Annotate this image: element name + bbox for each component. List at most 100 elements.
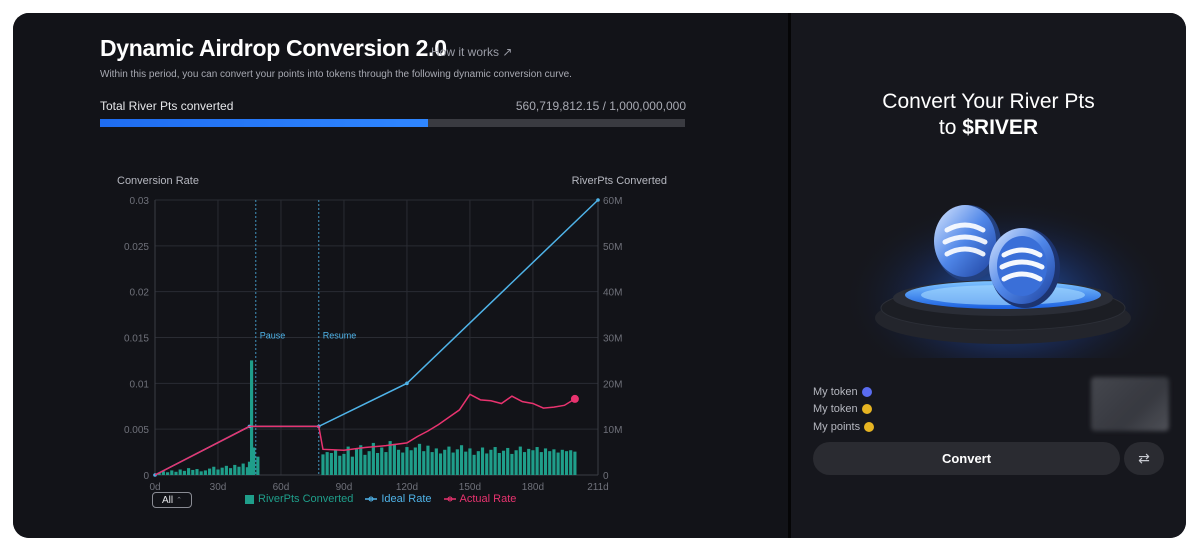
riverpts-bar [396,449,401,475]
chart-legend: RiverPts Converted Ideal Rate Actual Rat… [245,493,516,505]
riverpts-bar [199,471,203,475]
convert-button[interactable]: Convert [813,442,1120,475]
riverpts-bar [417,443,422,475]
riverpts-bar [252,447,256,475]
riverpts-bar [350,456,354,475]
annotation-label: Resume [323,330,357,340]
panel-divider [788,13,791,538]
page-title: Dynamic Airdrop Conversion 2.0 [100,35,447,61]
app-frame: Dynamic Airdrop Conversion 2.0 How it wo… [13,13,1186,538]
left-tick-label: 0.015 [124,334,149,345]
balance-label: My token [813,385,858,398]
right-tick-label: 60M [603,196,622,207]
riverpts-bar [338,455,342,475]
riverpts-bar [560,449,564,475]
left-tick-label: 0.025 [124,242,149,253]
riverpts-bar [401,452,405,475]
x-tick-label: 30d [210,482,227,493]
riverpts-bar [527,448,531,475]
right-tick-label: 40M [603,288,622,299]
riverpts-bar [464,451,468,475]
riverpts-bar [531,450,535,475]
riverpts-bar [493,447,497,475]
legend-item-riverpts[interactable]: RiverPts Converted [245,493,353,505]
right-tick-label: 20M [603,379,622,390]
left-tick-label: 0.02 [130,288,150,299]
x-tick-label: 120d [396,482,418,493]
riverpts-bar [220,467,224,475]
progress-label: Total River Pts converted [100,99,234,113]
riverpts-bar [191,469,195,475]
riverpts-bar [506,447,510,475]
conversion-chart-svg: Conversion Rate RiverPts Converted 0 0.005 0… [117,175,667,493]
riverpts-bar [325,452,329,475]
riverpts-bar [333,449,338,475]
riverpts-bar [459,445,464,475]
riverpts-bar [392,443,396,475]
points-coin-icon [864,421,875,432]
balance-row: My token [813,401,874,419]
how-it-works-link[interactable]: How it works ↗ [431,45,513,59]
riverpts-bar [247,461,252,475]
actual-rate-end-point [570,394,579,403]
riverpts-bar [426,445,430,475]
legend-item-actual[interactable]: Actual Rate [443,493,517,505]
x-tick-label: 60d [273,482,290,493]
range-select[interactable]: All ⌃ [152,492,192,508]
line-swatch-icon [365,496,378,502]
riverpts-bar [256,456,260,475]
convert-title-prefix: to [938,116,963,139]
coin-back-icon [934,205,1001,281]
x-tick-label: 0d [149,482,160,493]
riverpts-bar [552,449,556,475]
x-tick-label: 90d [336,482,353,493]
riverpts-bar [371,442,375,475]
riverpts-bar [203,470,207,475]
coin-front-icon [989,228,1060,308]
riverpts-bar [485,453,489,475]
legend-label-actual: Actual Rate [459,493,517,505]
riverpts-bar [212,466,216,475]
riverpts-bar [157,472,161,475]
riverpts-bar [573,451,577,475]
riverpts-bar [229,468,233,475]
riverpts-bar [548,451,552,475]
legend-item-ideal[interactable]: Ideal Rate [365,493,432,505]
riverpts-bar [434,448,438,475]
riverpts-bar [329,453,333,475]
progress-bar-fill [100,119,428,127]
riverpts-bar [384,452,388,475]
left-tick-label: 0.03 [130,196,150,207]
riverpts-bar [564,451,569,475]
progress-value: 560,719,812.15 / 1,000,000,000 [515,99,686,113]
riverpts-bar [380,447,384,475]
riverpts-bar [208,468,212,475]
gold-token-icon [861,404,872,415]
balance-row: My token [813,383,874,401]
page-subtitle: Within this period, you can convert your… [100,69,572,80]
x-tick-label: 211d [587,482,609,493]
balance-label: My token [813,403,858,416]
riverpts-bar [518,446,522,475]
left-tick-label: 0.005 [124,425,149,436]
hidden-balances [1091,377,1169,431]
range-select-value: All [162,494,174,506]
riverpts-bar [187,468,191,475]
left-tick-label: 0.01 [130,379,150,390]
riverpts-bar [455,449,459,475]
riverpts-bar [224,465,228,475]
riverpts-bar [241,463,245,475]
riverpts-bar [413,447,417,475]
riverpts-bar [375,453,380,475]
river-token-icon [861,386,872,397]
right-tick-label: 50M [603,242,622,253]
riverpts-bar [367,451,371,475]
riverpts-bar [543,448,548,475]
right-axis-title: RiverPts Converted [572,175,667,187]
convert-title-line2: to $RIVER [791,115,1186,141]
x-tick-label: 180d [522,482,544,493]
legend-label-riverpts: RiverPts Converted [258,493,354,505]
riverpts-bar [195,469,199,475]
riverpts-bar [250,360,254,475]
swap-direction-button[interactable]: ⇄ [1124,442,1164,475]
